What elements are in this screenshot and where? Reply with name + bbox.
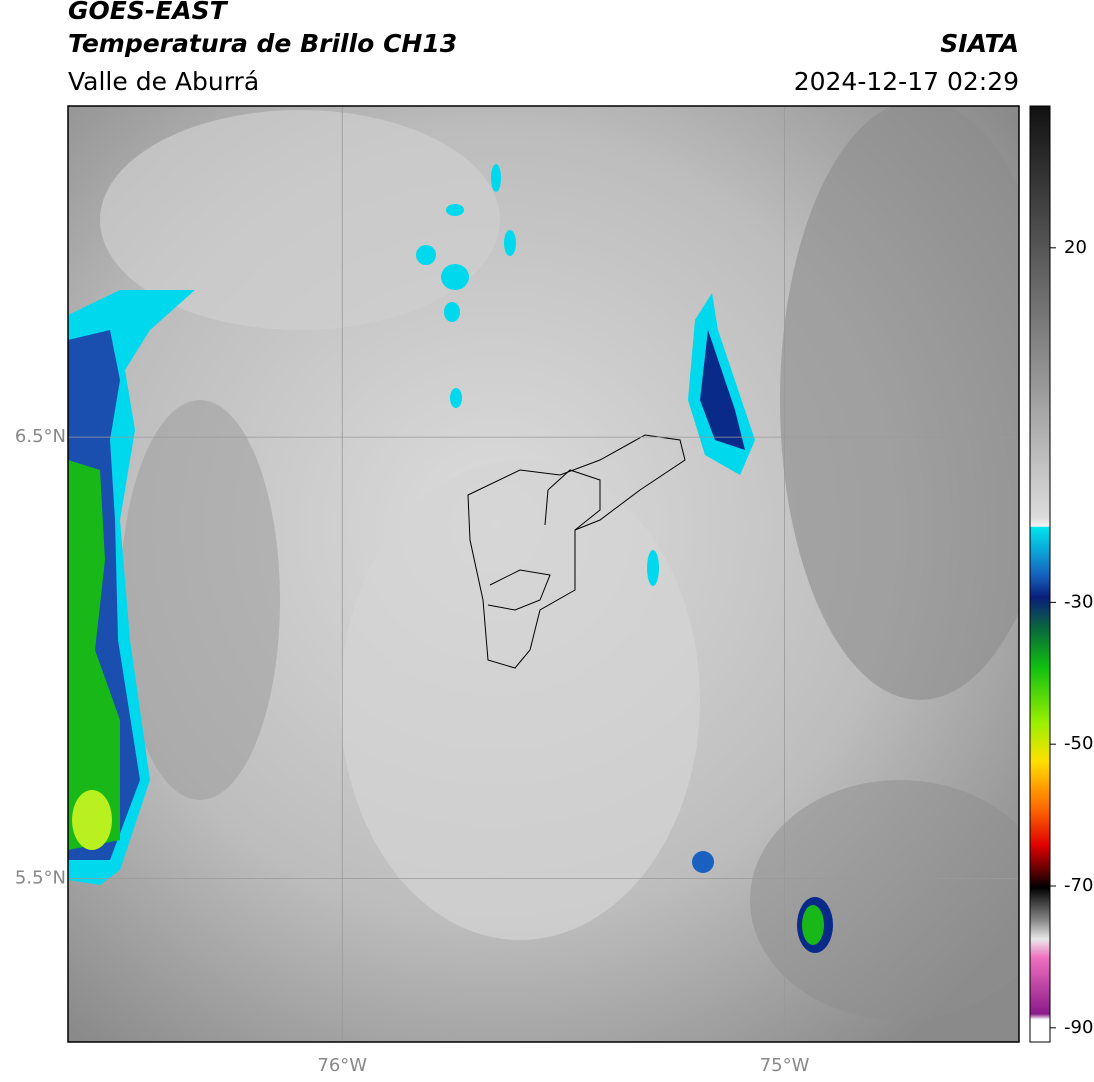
cold-cloud <box>416 245 436 265</box>
x-tick-label: 76°W <box>317 1055 367 1076</box>
source: SIATA <box>940 29 1019 58</box>
y-tick-label: 5.5°N <box>15 868 66 889</box>
cold-cloud <box>446 204 464 216</box>
cloud-texture <box>340 460 700 940</box>
colorbar-tick-label: -90 <box>1064 1017 1093 1038</box>
cold-cloud <box>72 790 112 850</box>
satellite-image <box>68 106 1019 1042</box>
cloud-texture <box>120 400 280 800</box>
colorbar <box>1029 105 1051 1043</box>
colorbar-tick-label: 20 <box>1064 237 1087 258</box>
map-frame <box>67 105 1020 1043</box>
cold-cloud <box>504 230 516 256</box>
colorbar-tick-label: -30 <box>1064 591 1093 612</box>
x-tick-label: 75°W <box>760 1055 810 1076</box>
graticule <box>68 106 1019 1042</box>
cold-cloud <box>441 264 469 290</box>
title: GOES-EAST <box>68 0 229 25</box>
cloud-texture <box>100 110 500 330</box>
cold-cloud <box>68 460 120 850</box>
cold-cloud <box>802 905 824 945</box>
cold-cloud <box>700 330 745 450</box>
colorbar-tick-label: -50 <box>1064 733 1093 754</box>
cloud-texture <box>750 780 1019 1020</box>
region: Valle de Aburrá <box>68 67 259 96</box>
cold-cloud <box>450 388 462 408</box>
subtitle: Temperatura de Brillo CH13 <box>68 29 457 58</box>
cold-cloud <box>444 302 460 322</box>
timestamp: 2024-12-17 02:29 <box>794 67 1019 96</box>
cold-cloud <box>491 164 501 192</box>
cold-cloud <box>692 851 714 873</box>
cold-cloud <box>647 550 659 586</box>
municipal-boundaries <box>467 434 686 669</box>
y-tick-label: 6.5°N <box>15 426 66 447</box>
cloud-texture <box>780 106 1019 700</box>
municipal-boundaries <box>487 469 601 611</box>
colorbar-tick-label: -70 <box>1064 875 1093 896</box>
